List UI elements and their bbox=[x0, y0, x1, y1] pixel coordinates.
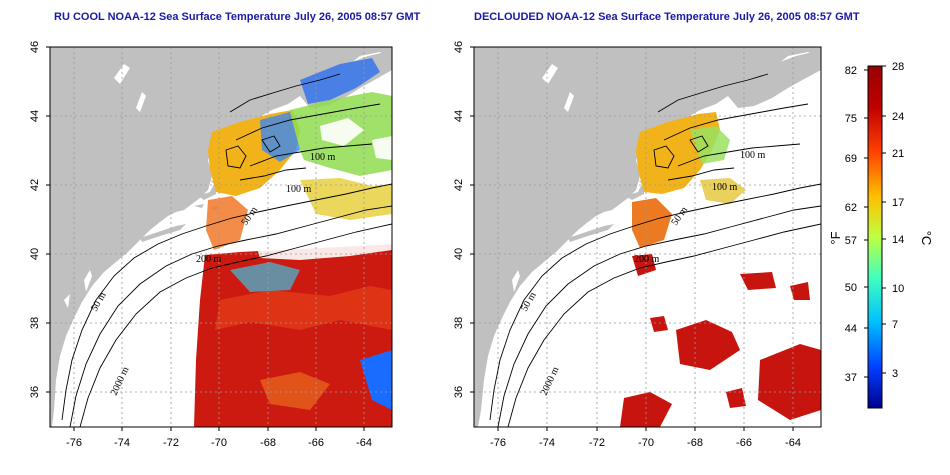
colorbar-ticks bbox=[864, 65, 886, 378]
right-xtick-6: -64 bbox=[785, 437, 801, 449]
right-ytick-1: 44 bbox=[453, 110, 465, 122]
left-xtick-4: -68 bbox=[260, 437, 276, 449]
left-sst-warm-patch bbox=[215, 286, 392, 330]
left-land-longisland bbox=[140, 224, 186, 242]
left-xtick-1: -74 bbox=[114, 437, 130, 449]
left-clouds bbox=[250, 118, 392, 260]
left-contours bbox=[61, 73, 392, 427]
colorbar-celsius-label: °C bbox=[919, 231, 934, 246]
colorbar-f-tick-4: 57 bbox=[845, 235, 857, 247]
right-sst-warm-2 bbox=[740, 272, 810, 300]
right-ytick-4: 38 bbox=[453, 317, 465, 329]
left-contour-label-4: 200 m bbox=[196, 254, 222, 265]
colorbar-f-tick-0: 82 bbox=[845, 65, 857, 77]
right-sst-warm-6 bbox=[650, 316, 746, 408]
right-ytick-0: 46 bbox=[453, 41, 465, 53]
left-xtick-3: -70 bbox=[211, 437, 227, 449]
left-xtick-0: -76 bbox=[66, 437, 82, 449]
left-ytick-4: 38 bbox=[29, 317, 41, 329]
left-land-newengland bbox=[50, 47, 392, 427]
right-sst-warm-3 bbox=[676, 320, 740, 370]
left-ytick-3: 40 bbox=[29, 248, 41, 260]
right-land-newengland bbox=[474, 47, 821, 427]
colorbar-f-tick-2: 69 bbox=[845, 153, 857, 165]
left-map-title: RU COOL NOAA-12 Sea Surface Temperature … bbox=[54, 11, 421, 23]
right-contour-label-1: 100 m bbox=[740, 150, 766, 161]
right-map-panel: 100 m 100 m 50 m 200 m 50 m 2000 m -76 -… bbox=[453, 41, 822, 449]
left-land-capecod bbox=[198, 180, 216, 200]
left-xtick-5: -66 bbox=[308, 437, 324, 449]
colorbar-gradient bbox=[867, 65, 883, 409]
colorbar-c-tick-3: 17 bbox=[892, 197, 904, 209]
left-sst-blue-streak bbox=[260, 112, 300, 162]
left-map-panel: 100 m 100 m 50 m 200 m 50 m 2000 m -76 -… bbox=[29, 41, 393, 449]
right-ytick-5: 36 bbox=[453, 386, 465, 398]
left-sst-warm-region bbox=[194, 244, 392, 427]
left-sst-cyan-patch bbox=[230, 262, 300, 292]
right-land-novascotia bbox=[728, 52, 821, 108]
right-ytick-2: 42 bbox=[453, 179, 465, 191]
right-contours bbox=[489, 73, 821, 427]
colorbar-c-tick-0: 28 bbox=[892, 61, 904, 73]
left-map-frame bbox=[49, 46, 393, 428]
left-ytick-5: 36 bbox=[29, 386, 41, 398]
colorbar-c-tick-5: 10 bbox=[892, 283, 904, 295]
right-axis-ticks bbox=[470, 46, 794, 431]
colorbar-c-tick-7: 3 bbox=[892, 368, 898, 380]
left-xtick-6: -64 bbox=[356, 437, 372, 449]
right-sst-orange-area bbox=[632, 198, 672, 248]
right-land-longisland bbox=[568, 224, 614, 242]
left-sst-blue-patch bbox=[360, 350, 392, 410]
left-ytick-2: 42 bbox=[29, 179, 41, 191]
right-contour-label-4: 200 m bbox=[634, 254, 660, 265]
right-xtick-2: -72 bbox=[589, 437, 605, 449]
colorbar: 82 75 69 62 57 50 44 37 28 24 21 17 14 1… bbox=[828, 61, 934, 409]
colorbar-f-tick-7: 37 bbox=[845, 372, 857, 384]
left-ytick-1: 44 bbox=[29, 110, 41, 122]
colorbar-fahrenheit-label: °F bbox=[828, 231, 843, 244]
colorbar-c-tick-2: 21 bbox=[892, 148, 904, 160]
left-sst-cool-patch bbox=[260, 372, 330, 410]
right-xtick-3: -70 bbox=[638, 437, 654, 449]
left-grid bbox=[50, 47, 392, 427]
colorbar-c-tick-4: 14 bbox=[892, 234, 904, 246]
right-ytick-3: 40 bbox=[453, 248, 465, 260]
left-axis-ticks bbox=[46, 46, 365, 431]
left-sst-orange-area bbox=[206, 196, 248, 250]
colorbar-f-tick-3: 62 bbox=[845, 202, 857, 214]
right-sst-warm-4 bbox=[758, 344, 821, 420]
colorbar-c-tick-1: 24 bbox=[892, 111, 904, 123]
right-sst-warm-5 bbox=[620, 392, 672, 427]
right-sst-green-area bbox=[690, 126, 730, 164]
left-sst-blue-area bbox=[300, 58, 380, 104]
left-ytick-0: 46 bbox=[29, 41, 41, 53]
right-sst-warm-1 bbox=[632, 254, 656, 276]
left-contour-label-1: 100 m bbox=[310, 152, 336, 163]
right-xtick-4: -68 bbox=[687, 437, 703, 449]
colorbar-f-tick-6: 44 bbox=[845, 323, 857, 335]
colorbar-c-tick-6: 7 bbox=[892, 319, 898, 331]
right-xtick-0: -76 bbox=[490, 437, 506, 449]
right-map-frame bbox=[473, 46, 822, 428]
right-xtick-1: -74 bbox=[539, 437, 555, 449]
right-sst-yellow-area bbox=[700, 178, 746, 204]
left-xtick-2: -72 bbox=[163, 437, 179, 449]
right-xtick-5: -66 bbox=[736, 437, 752, 449]
right-map-title: DECLOUDED NOAA-12 Sea Surface Temperatur… bbox=[474, 11, 860, 23]
colorbar-f-tick-5: 50 bbox=[845, 282, 857, 294]
colorbar-f-tick-1: 75 bbox=[845, 113, 857, 125]
right-contour-label-2: 100 m bbox=[712, 182, 738, 193]
right-grid bbox=[474, 47, 821, 427]
left-land-islands bbox=[194, 204, 218, 211]
left-contour-label-2: 100 m bbox=[286, 184, 312, 195]
right-land-capecod bbox=[626, 180, 644, 200]
